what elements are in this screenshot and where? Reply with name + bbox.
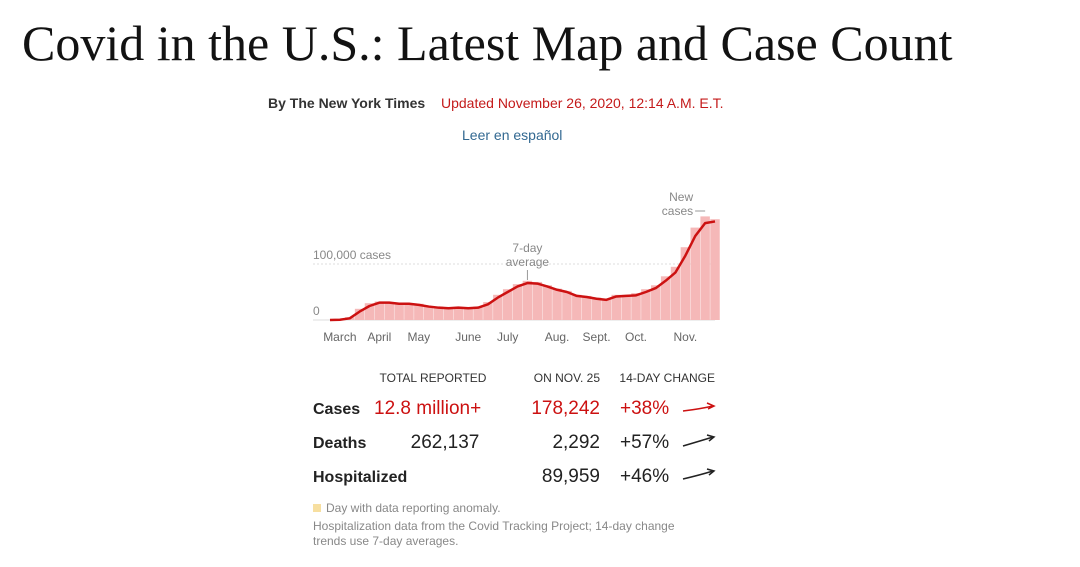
bar: [443, 307, 454, 320]
title: Covid in the U.S.: Latest Map and Case C…: [22, 15, 953, 71]
bar: [601, 298, 612, 320]
bar: [542, 285, 552, 320]
bar: [572, 294, 582, 320]
x-tick-label: Oct.: [625, 330, 647, 344]
bar: [660, 276, 671, 320]
col-header: ON NOV. 25: [534, 371, 601, 385]
bar: [414, 303, 424, 320]
x-tick-label: July: [497, 330, 518, 344]
x-tick-label: Sept.: [583, 330, 611, 344]
bar: [364, 303, 375, 320]
bar: [423, 306, 434, 320]
bar: [670, 266, 681, 320]
legend-note: Day with data reporting anomaly.: [326, 501, 501, 515]
table: Cases 12.8 million+ 178,242 +38% Deaths 262,1…: [313, 398, 669, 487]
average-line: [329, 220, 716, 322]
bar: [502, 289, 513, 320]
bar: [453, 307, 464, 320]
bar: [690, 227, 700, 320]
bar: [562, 290, 572, 320]
bar: [433, 306, 444, 320]
bar: [581, 295, 592, 320]
annotation: 7-day: [512, 241, 542, 255]
x-tick-label: April: [367, 330, 391, 344]
change: +38%: [620, 398, 669, 419]
row-label: Cases: [313, 401, 360, 418]
today: 2,292: [552, 432, 600, 453]
bar: [512, 284, 523, 320]
bar: [611, 294, 622, 320]
source-note: Hospitalization data from the Covid Trac…: [313, 519, 675, 533]
y-tick-label: 0: [313, 304, 320, 318]
x-tick-label: Nov.: [673, 330, 697, 344]
x-tick-label: May: [408, 330, 431, 344]
chart: 0 100,000 cases March April May June July Aug. S…: [313, 190, 720, 344]
bar: [394, 302, 404, 320]
annotation: New: [669, 190, 693, 204]
bar: [493, 294, 503, 320]
bar: [463, 308, 473, 320]
today: 178,242: [531, 398, 600, 419]
bar: [354, 308, 365, 320]
col-header: TOTAL REPORTED: [380, 371, 487, 385]
bar: [651, 285, 661, 320]
bar: [404, 304, 414, 320]
total: 12.8 million+: [374, 398, 481, 419]
trend-arrow: [682, 402, 716, 412]
row-label: Hospitalized: [313, 469, 407, 486]
bar: [631, 293, 641, 320]
bar: [591, 297, 602, 320]
source-note: trends use 7-day averages.: [313, 534, 458, 548]
x-tick-label: Aug.: [545, 330, 570, 344]
bar: [384, 302, 394, 320]
col-header: 14-DAY CHANGE: [619, 371, 715, 385]
legend-swatch: [313, 504, 321, 512]
bar: [700, 216, 710, 320]
annotation: cases: [662, 204, 693, 218]
row-label: Deaths: [313, 435, 366, 452]
total: 262,137: [411, 432, 480, 453]
bar: [522, 280, 533, 320]
spanish-link[interactable]: Leer en español: [462, 127, 562, 143]
bar: [641, 289, 651, 320]
change: +46%: [620, 466, 669, 487]
bar: [483, 302, 493, 320]
change: +57%: [620, 432, 669, 453]
trend-arrow: [682, 468, 716, 480]
bar: [473, 306, 483, 320]
x-tick-label: March: [323, 330, 356, 344]
updated: Updated November 26, 2020, 12:14 A.M. E.…: [441, 95, 724, 111]
trend-arrow: [682, 434, 716, 447]
annotation: average: [506, 255, 550, 269]
bar: [532, 281, 543, 320]
today: 89,959: [542, 466, 600, 487]
y-tick-label: 100,000 cases: [313, 248, 391, 262]
bar: [621, 294, 631, 320]
bar: [710, 219, 720, 320]
bar: [680, 247, 691, 320]
bar: [552, 288, 562, 320]
bar: [374, 301, 385, 320]
byline: By The New York Times: [268, 95, 425, 111]
x-tick-label: June: [455, 330, 481, 344]
